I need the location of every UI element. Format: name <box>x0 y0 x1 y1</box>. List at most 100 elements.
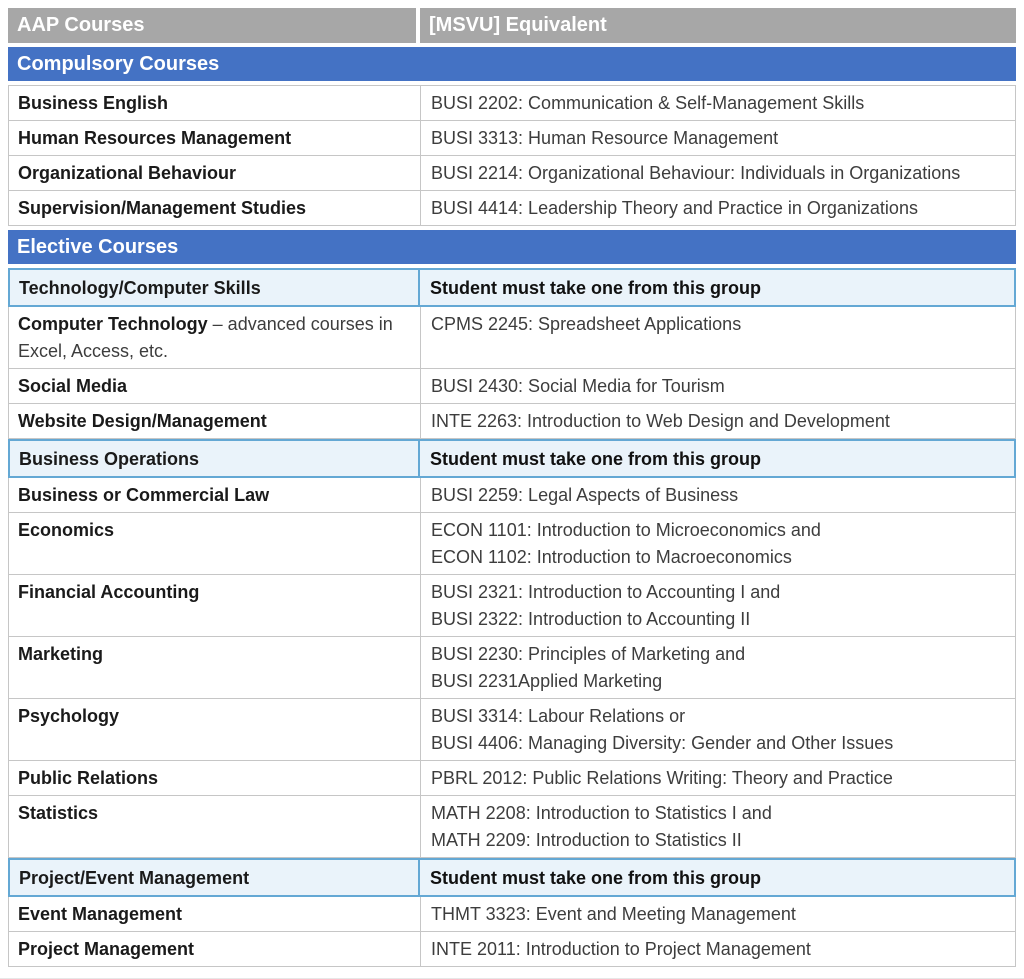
equivalent-course-line: INTE 2263: Introduction to Web Design an… <box>431 411 890 431</box>
aap-course-cell: Business Operations <box>10 441 420 476</box>
aap-course-cell: Project Management <box>9 932 421 966</box>
equivalent-cell: THMT 3323: Event and Meeting Management <box>421 897 1015 931</box>
course-row: Supervision/Management Studies BUSI 4414:… <box>8 191 1016 226</box>
equivalent-course-line: MATH 2209: Introduction to Statistics II <box>431 830 742 850</box>
equivalent-course-line: ECON 1102: Introduction to Macroeconomic… <box>431 547 792 567</box>
course-row: Financial Accounting BUSI 2321: Introduct… <box>8 575 1016 637</box>
equivalent-course-line: BUSI 2322: Introduction to Accounting II <box>431 609 751 629</box>
group-note: Student must take one from this group <box>430 868 762 888</box>
course-row: Website Design/Management INTE 2263: Intr… <box>8 404 1016 439</box>
equivalent-cell: BUSI 2202: Communication & Self-Manageme… <box>421 86 1015 120</box>
course-row: Human Resources Management BUSI 3313: Hum… <box>8 121 1016 156</box>
equivalent-cell: BUSI 2259: Legal Aspects of Business <box>421 478 1015 512</box>
aap-course-cell: Computer Technology – advanced courses i… <box>9 307 421 368</box>
group-requirement-row: Project/Event Management Student must tak… <box>8 858 1016 897</box>
equivalent-course-line: INTE 2011: Introduction to Project Manag… <box>431 939 811 959</box>
aap-course-cell: Human Resources Management <box>9 121 421 155</box>
aap-course-cell: Business English <box>9 86 421 120</box>
course-row: Business English BUSI 2202: Communication… <box>8 85 1016 121</box>
equivalent-course-line: BUSI 2202: Communication & Self-Manageme… <box>431 93 865 113</box>
course-name: Financial Accounting <box>18 582 200 602</box>
course-name: Social Media <box>18 376 128 396</box>
course-row: Organizational Behaviour BUSI 2214: Organ… <box>8 156 1016 191</box>
section-header-row: Compulsory Courses <box>8 47 1016 81</box>
equivalent-cell: ECON 1101: Introduction to Microeconomic… <box>421 513 1015 574</box>
aap-course-cell: Technology/Computer Skills <box>10 270 420 305</box>
equivalent-course-line: BUSI 2321: Introduction to Accounting I … <box>431 582 781 602</box>
course-name: Computer Technology <box>18 314 208 334</box>
equivalent-cell: BUSI 3313: Human Resource Management <box>421 121 1015 155</box>
aap-course-cell: Website Design/Management <box>9 404 421 438</box>
group-note: Student must take one from this group <box>430 278 762 298</box>
course-name: Business English <box>18 93 169 113</box>
group-note-cell: Student must take one from this group <box>420 860 1014 895</box>
course-row: Event Management THMT 3323: Event and Mee… <box>8 897 1016 932</box>
equivalent-cell: MATH 2208: Introduction to Statistics I … <box>421 796 1015 857</box>
aap-course-cell: Supervision/Management Studies <box>9 191 421 225</box>
course-name: Public Relations <box>18 768 159 788</box>
equivalent-cell: INTE 2011: Introduction to Project Manag… <box>421 932 1015 966</box>
course-row: Public Relations PBRL 2012: Public Relati… <box>8 761 1016 796</box>
column-header-msvu-equivalent: [MSVU] Equivalent <box>420 8 1016 43</box>
equivalent-cell: CPMS 2245: Spreadsheet Applications <box>421 307 1015 368</box>
section-header-row: Elective Courses <box>8 230 1016 264</box>
aap-course-cell: Event Management <box>9 897 421 931</box>
group-note-cell: Student must take one from this group <box>420 441 1014 476</box>
course-name: Organizational Behaviour <box>18 163 237 183</box>
course-row: Computer Technology – advanced courses i… <box>8 307 1016 369</box>
equivalent-cell: BUSI 2321: Introduction to Accounting I … <box>421 575 1015 636</box>
course-name: Supervision/Management Studies <box>18 198 307 218</box>
course-name: Marketing <box>18 644 104 664</box>
course-row: Business or Commercial Law BUSI 2259: Leg… <box>8 478 1016 513</box>
course-name: Event Management <box>18 904 183 924</box>
equivalent-cell: BUSI 4414: Leadership Theory and Practic… <box>421 191 1015 225</box>
course-name: Business or Commercial Law <box>18 485 270 505</box>
equivalent-course-line: BUSI 3313: Human Resource Management <box>431 128 779 148</box>
aap-course-cell: Social Media <box>9 369 421 403</box>
equivalent-course-line: CPMS 2245: Spreadsheet Applications <box>431 314 742 334</box>
course-name: Project/Event Management <box>19 868 250 888</box>
equivalent-cell: BUSI 2230: Principles of Marketing and BU… <box>421 637 1015 698</box>
course-name: Economics <box>18 520 115 540</box>
course-name: Website Design/Management <box>18 411 267 431</box>
course-name: Business Operations <box>19 449 200 469</box>
column-header-aap-courses: AAP Courses <box>8 8 420 43</box>
equivalent-cell: INTE 2263: Introduction to Web Design an… <box>421 404 1015 438</box>
equivalent-course-line: ECON 1101: Introduction to Microeconomic… <box>431 520 821 540</box>
equivalent-cell: BUSI 3314: Labour Relations or BUSI 4406:… <box>421 699 1015 760</box>
course-name: Technology/Computer Skills <box>19 278 261 298</box>
course-row: Project Management INTE 2011: Introductio… <box>8 932 1016 967</box>
aap-course-cell: Economics <box>9 513 421 574</box>
aap-course-cell: Business or Commercial Law <box>9 478 421 512</box>
course-equivalency-table: AAP Courses [MSVU] Equivalent Compulsory… <box>8 8 1016 967</box>
aap-course-cell: Psychology <box>9 699 421 760</box>
aap-course-cell: Public Relations <box>9 761 421 795</box>
course-row: Economics ECON 1101: Introduction to Micr… <box>8 513 1016 575</box>
course-name: Statistics <box>18 803 99 823</box>
aap-course-cell: Financial Accounting <box>9 575 421 636</box>
equivalent-course-line: BUSI 4414: Leadership Theory and Practic… <box>431 198 918 218</box>
course-row: Social Media BUSI 2430: Social Media for … <box>8 369 1016 404</box>
equivalent-cell: PBRL 2012: Public Relations Writing: The… <box>421 761 1015 795</box>
equivalent-course-line: BUSI 2230: Principles of Marketing and <box>431 644 746 664</box>
equivalent-cell: BUSI 2430: Social Media for Tourism <box>421 369 1015 403</box>
equivalent-course-line: BUSI 2214: Organizational Behaviour: Ind… <box>431 163 961 183</box>
equivalent-cell: BUSI 2214: Organizational Behaviour: Ind… <box>421 156 1015 190</box>
equivalent-course-line: BUSI 2430: Social Media for Tourism <box>431 376 725 396</box>
course-detail: – advanced courses in Excel, Access, etc… <box>18 314 393 361</box>
equivalent-course-line: BUSI 2259: Legal Aspects of Business <box>431 485 739 505</box>
table-body: Compulsory Courses Business English BUSI 2… <box>8 47 1016 967</box>
aap-course-cell: Project/Event Management <box>10 860 420 895</box>
group-note-cell: Student must take one from this group <box>420 270 1014 305</box>
aap-course-cell: Statistics <box>9 796 421 857</box>
course-row: Statistics MATH 2208: Introduction to Sta… <box>8 796 1016 858</box>
group-requirement-row: Technology/Computer Skills Student must t… <box>8 268 1016 307</box>
group-requirement-row: Business Operations Student must take one… <box>8 439 1016 478</box>
equivalent-course-line: PBRL 2012: Public Relations Writing: The… <box>431 768 893 788</box>
aap-course-cell: Marketing <box>9 637 421 698</box>
equivalent-course-line: BUSI 2231Applied Marketing <box>431 671 663 691</box>
equivalent-course-line: THMT 3323: Event and Meeting Management <box>431 904 796 924</box>
equivalent-course-line: MATH 2208: Introduction to Statistics I … <box>431 803 772 823</box>
course-row: Marketing BUSI 2230: Principles of Market… <box>8 637 1016 699</box>
